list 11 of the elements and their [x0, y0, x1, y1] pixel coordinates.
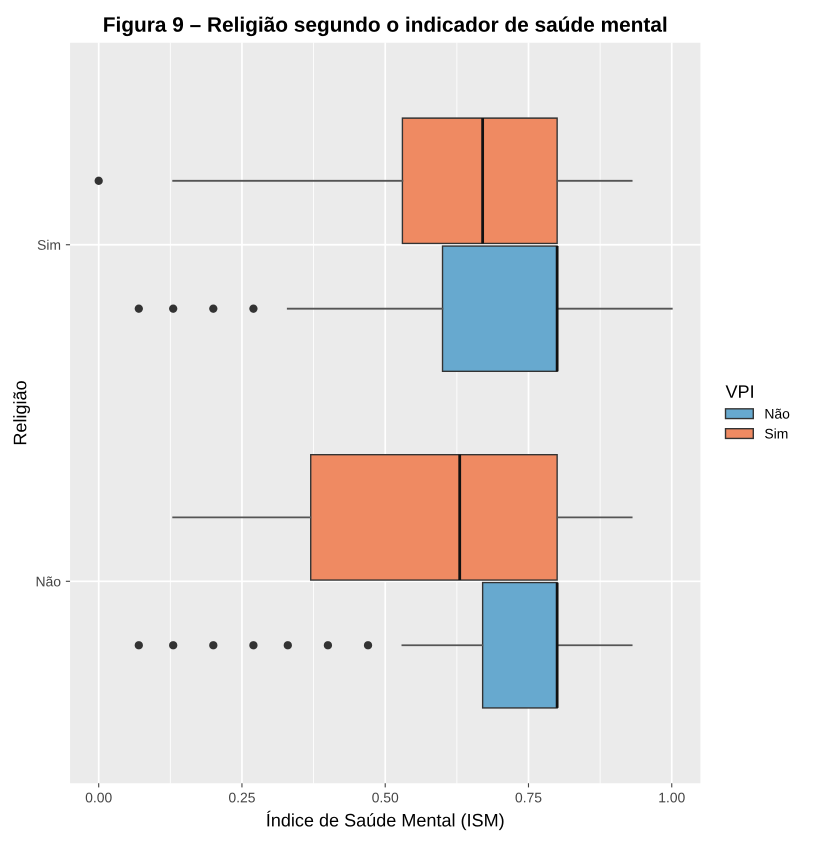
x-tick-label: 0.50 [372, 792, 398, 802]
y-axis-title: Religião [13, 381, 30, 444]
x-tick-label: 0.00 [86, 792, 112, 802]
legend-label: Não [766, 408, 790, 419]
chart-title: Figura 9 – Religião segundo o indicador de saúde mental [104, 16, 666, 36]
legend-label: Sim [765, 428, 788, 439]
x-tick-label: 0.25 [228, 792, 255, 802]
x-tick-label: 0.75 [516, 792, 542, 802]
x-axis-title: Índice de Saúde Mental (ISM) [267, 810, 504, 830]
x-tick-label: 1.00 [659, 792, 685, 802]
legend-title: VPI [726, 385, 753, 398]
